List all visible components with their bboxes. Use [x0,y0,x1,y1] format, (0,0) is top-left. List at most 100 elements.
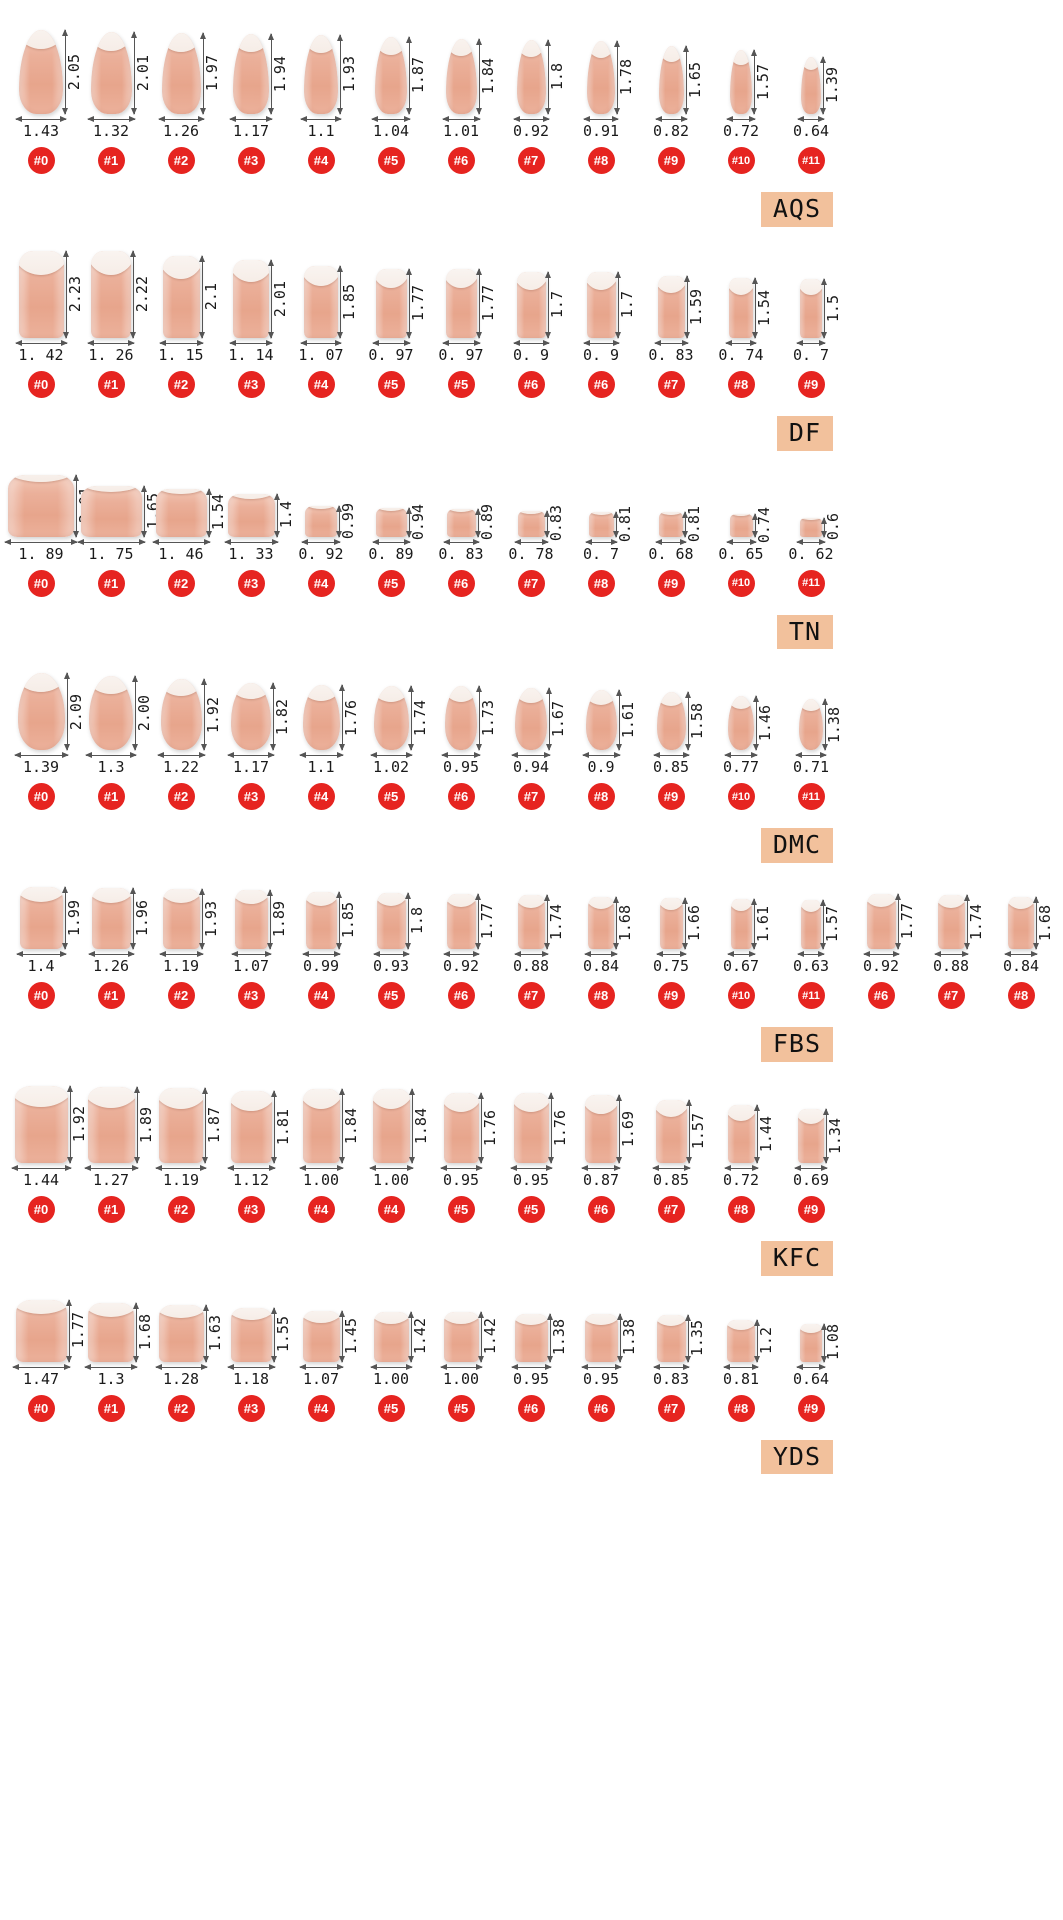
width-arrow-icon [226,1164,276,1171]
height-measure: 1.42 [477,1310,499,1363]
height-value: 1.4 [276,501,295,529]
width-arrow-icon [15,951,67,957]
width-value: 0.72 [722,1170,760,1189]
nail-figure: 1.77 [445,267,497,339]
nail-size-item: 1.54 1. 46 #2 [146,487,227,597]
size-badge: #9 [657,569,685,597]
nail-figure: 1.93 [304,34,358,115]
nail-image [19,30,63,114]
nail-size-item: 1.82 1.17 #3 [216,682,291,811]
height-value: 1.84 [411,1107,430,1144]
width-arrow-icon [368,1164,414,1171]
height-arrow-icon [335,891,342,950]
height-arrow-icon [65,1298,72,1363]
height-arrow-icon [476,685,482,752]
width-arrow-icon [158,339,204,346]
width-value: 0. 97 [438,345,484,364]
nail-size-item: 2.01 1. 89 #0 [4,473,94,597]
width-arrow-icon [300,116,342,122]
height-value: 1.54 [208,494,227,531]
width-arrow-icon [654,116,688,122]
width-arrow-icon [442,951,480,957]
nail-figure: 1.77 [866,893,916,950]
width-value: 0.82 [652,122,690,140]
size-badge: #5 [377,370,405,398]
height-measure: 1.89 [266,889,288,950]
size-badge: #7 [657,370,685,398]
height-value: 0.6 [824,513,842,541]
nail-image [227,493,275,537]
nail-image [517,510,545,537]
nail-list: 1.92 1.44 #0 1.89 1.27 #1 1.87 1.19 #2 1.81 1.12 #3… [6,1084,1063,1223]
nail-figure: 0.83 [517,505,565,542]
height-value: 1.81 [273,1108,292,1145]
nail-image [513,1092,549,1163]
nail-figure: 1.89 [87,1085,155,1164]
nail-size-item: 1.84 1.00 #4 [286,1087,360,1223]
size-badge: #0 [27,569,55,597]
size-badge: #4 [307,147,335,174]
nail-image [159,1087,203,1163]
width-arrow-icon [86,116,136,122]
width-value: 0. 7 [792,345,830,364]
nail-image [89,676,133,751]
height-arrow-icon [616,1312,623,1363]
height-value: 1.68 [616,904,634,942]
size-badge: #6 [587,370,615,398]
nail-figure: 1.54 [155,487,227,538]
height-measure: 1.82 [270,682,291,752]
height-arrow-icon [268,33,274,115]
height-measure: 1.44 [753,1103,775,1164]
nail-image [90,32,132,114]
size-badge: #2 [167,783,195,811]
nail-size-item: 1.77 0.92 #6 [426,893,496,1009]
height-measure: 1.45 [338,1309,360,1363]
height-measure: 1.42 [407,1310,429,1363]
height-measure: 1.68 [1033,896,1054,950]
width-value: 0.92 [862,957,900,975]
nail-size-item: 0.74 0. 65 #10 [706,507,776,597]
nail-list: 2.23 1. 42 #0 2.22 1. 26 #1 2.1 1. 15 #2 2.01 1. 1… [6,249,1063,398]
height-arrow-icon [544,270,551,339]
height-measure: 2.05 [62,29,83,115]
size-badge: #4 [377,1195,405,1223]
size-badge: #5 [517,1195,545,1223]
width-arrow-icon [229,339,273,346]
width-value: 0.71 [792,758,830,777]
height-measure: 1.77 [65,1298,87,1363]
height-measure: 1.92 [200,678,222,752]
width-value: 1.1 [307,758,335,777]
nail-image [375,37,407,114]
width-arrow-icon [724,752,758,759]
nail-figure: 1.39 [801,56,841,115]
width-arrow-icon [723,1164,759,1171]
size-badge: #3 [237,982,265,1009]
height-arrow-icon [198,254,205,339]
nail-size-item: 2.00 1.3 #1 [76,675,153,811]
size-badge: #7 [937,982,965,1009]
height-value: 1.93 [340,56,358,93]
height-arrow-icon [337,34,343,115]
height-value: 1.42 [480,1318,499,1355]
nail-size-item: 2.01 1.32 #1 [76,31,152,174]
width-value: 1.3 [97,758,125,777]
width-value: 0.77 [722,758,760,777]
height-measure: 1.89 [133,1085,155,1164]
width-value: 1.47 [22,1369,60,1388]
nail-size-item: 1.94 1.17 #3 [216,33,289,174]
height-value: 0.81 [615,505,634,543]
width-value: 1.27 [92,1170,130,1189]
width-value: 1.17 [232,122,270,140]
nail-figure: 1.69 [585,1093,637,1164]
nail-list: 2.01 1. 89 #0 1.65 1. 75 #1 1.541. 46 #2 1.41. 3… [4,473,1063,597]
height-value: 1.8 [407,907,426,935]
size-badge: #5 [377,569,405,597]
nail-figure: 1.38 [584,1312,638,1363]
height-measure: 1.87 [202,1086,223,1164]
size-badge: #2 [167,147,195,174]
nail-image [19,887,63,949]
height-value: 1.93 [201,900,220,938]
nail-size-item: 1.81 1.12 #3 [216,1089,292,1223]
size-badge: #8 [587,982,615,1009]
height-value: 0.89 [477,504,496,541]
